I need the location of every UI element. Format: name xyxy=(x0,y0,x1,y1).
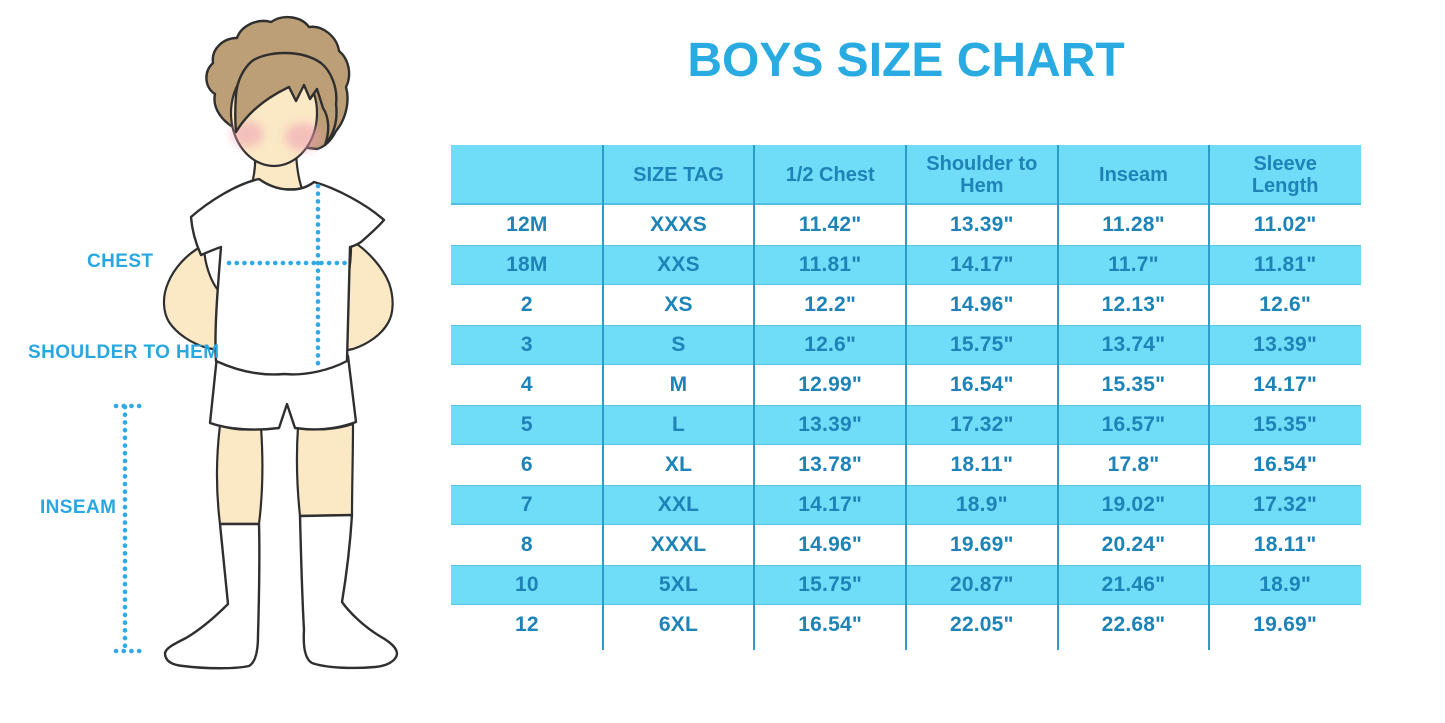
table-row: 12 6XL 16.54" 22.05" 22.68" 19.69" xyxy=(451,605,1361,645)
measurement-cell: 16.57" xyxy=(1101,413,1166,437)
header-cell: SIZE TAG xyxy=(633,164,724,186)
measurement-cell: XS xyxy=(664,293,693,317)
header-cell: Inseam xyxy=(1099,164,1168,186)
inseam-label: INSEAM xyxy=(40,497,117,518)
size-table: SIZE TAG 1/2 Chest Shoulder to Hem Inseam Sl… xyxy=(451,145,1361,650)
measurement-cell: 5XL xyxy=(658,573,699,597)
measurement-cell: 11.7" xyxy=(1108,253,1159,277)
measurement-cell: 19.02" xyxy=(1101,493,1166,517)
left-sock xyxy=(163,522,261,670)
measurement-cell: 21.46" xyxy=(1101,573,1166,597)
measurement-cell: 11.81" xyxy=(798,253,862,277)
size-label-cell: 5 xyxy=(520,413,533,437)
measurement-cell: 17.32" xyxy=(1253,493,1318,517)
measurement-cell: 15.75" xyxy=(798,573,863,597)
size-label-cell: 6 xyxy=(520,453,533,477)
column-divider xyxy=(1056,145,1059,650)
right-sock xyxy=(298,513,399,670)
size-label-cell: 4 xyxy=(520,373,533,397)
measurement-cell: 12.6" xyxy=(804,333,857,357)
measurement-cell: 14.17" xyxy=(949,253,1014,277)
header-cell: Shoulder to Hem xyxy=(926,153,1038,197)
left-arm xyxy=(162,244,228,353)
measurement-cell: 20.24" xyxy=(1101,533,1166,557)
hair-fringe xyxy=(234,51,338,147)
measurement-cell: 15.35" xyxy=(1253,413,1318,437)
measurement-cell: 14.96" xyxy=(798,533,863,557)
measurement-cell: 19.69" xyxy=(949,533,1014,557)
header-cell xyxy=(451,145,603,205)
measurement-cell: 16.54" xyxy=(949,373,1014,397)
measurement-cell: 17.32" xyxy=(949,413,1014,437)
measurement-cell: 13.39" xyxy=(798,413,863,437)
measurement-cell: 13.39" xyxy=(1253,333,1318,357)
measurement-cell: 16.54" xyxy=(1253,453,1318,477)
measurement-cell: 14.96" xyxy=(949,293,1014,317)
table-row: 2 XS 12.2" 14.96" 12.13" 12.6" xyxy=(451,285,1361,325)
column-divider xyxy=(905,145,907,650)
boy-illustration xyxy=(113,15,399,670)
measurement-cell: 18.9" xyxy=(955,493,1008,517)
measurement-cell: 12.13" xyxy=(1101,293,1166,317)
header-cell: Sleeve Length xyxy=(1251,153,1319,197)
size-label-cell: 12M xyxy=(506,213,548,237)
measurement-cell: 13.78" xyxy=(798,453,863,477)
column-divider xyxy=(753,145,756,650)
measurement-cell: 12.2" xyxy=(804,293,857,317)
column-divider xyxy=(1208,145,1211,650)
measurement-cell: 12.99" xyxy=(798,373,863,397)
measurement-cell: 18.11" xyxy=(1253,533,1317,557)
measurement-cell: 13.39" xyxy=(949,213,1014,237)
page-title: BOYS SIZE CHART xyxy=(687,34,1125,87)
shoulder-to-hem-label: SHOULDER TO HEM xyxy=(28,342,220,363)
measurement-cell: 12.6" xyxy=(1259,293,1312,317)
measurement-cell: 15.35" xyxy=(1101,373,1166,397)
measurement-cell: 17.8" xyxy=(1107,453,1160,477)
right-cheek xyxy=(285,123,321,151)
measurement-cell: 22.68" xyxy=(1101,613,1166,637)
table-row: 8 XXXL 14.96" 19.69" 20.24" 18.11" xyxy=(451,525,1361,565)
measurement-cell: XXXS xyxy=(650,213,707,237)
measurement-cell: 18.9" xyxy=(1259,573,1312,597)
column-divider xyxy=(601,145,604,650)
measurement-cell: XL xyxy=(664,453,693,477)
measurement-cell: 14.17" xyxy=(798,493,863,517)
measurement-cell: 14.17" xyxy=(1253,373,1318,397)
size-label-cell: 2 xyxy=(520,293,533,317)
size-label-cell: 7 xyxy=(520,493,533,517)
measurement-cell: 19.69" xyxy=(1253,613,1318,637)
header-cell: 1/2 Chest xyxy=(785,164,875,186)
measurement-cell: S xyxy=(671,333,686,357)
t-shirt xyxy=(189,177,386,376)
measurement-cell: 11.28" xyxy=(1102,213,1165,237)
size-label-cell: 12 xyxy=(514,613,539,637)
measurement-cell: XXXL xyxy=(650,533,707,557)
measurement-cell: 6XL xyxy=(658,613,699,637)
measurement-cell: 18.11" xyxy=(950,453,1014,477)
left-thigh xyxy=(215,423,264,526)
measurement-cell: 15.75" xyxy=(949,333,1014,357)
right-thigh xyxy=(295,422,355,518)
measurement-cell: 22.05" xyxy=(949,613,1014,637)
measurement-cell: 11.81" xyxy=(1253,253,1317,277)
table-row: 12M XXXS 11.42" 13.39" 11.28" 11.02" xyxy=(451,205,1361,245)
measurement-cell: 20.87" xyxy=(949,573,1014,597)
measurement-cell: XXL xyxy=(657,493,700,517)
chest-label: CHEST xyxy=(87,251,154,272)
measurement-cell: 11.02" xyxy=(1253,213,1317,237)
measurement-cell: 16.54" xyxy=(798,613,863,637)
measurement-cell: 11.42" xyxy=(798,213,862,237)
table-row: 6 XL 13.78" 18.11" 17.8" 16.54" xyxy=(451,445,1361,485)
measurement-cell: L xyxy=(671,413,685,437)
size-label-cell: 8 xyxy=(520,533,533,557)
table-row: 4 M 12.99" 16.54" 15.35" 14.17" xyxy=(451,365,1361,405)
size-label-cell: 18M xyxy=(506,253,548,277)
size-label-cell: 10 xyxy=(514,573,539,597)
measurement-cell: M xyxy=(669,373,688,397)
size-label-cell: 3 xyxy=(520,333,533,357)
measurement-cell: 13.74" xyxy=(1101,333,1166,357)
measurement-cell: XXS xyxy=(657,253,700,277)
